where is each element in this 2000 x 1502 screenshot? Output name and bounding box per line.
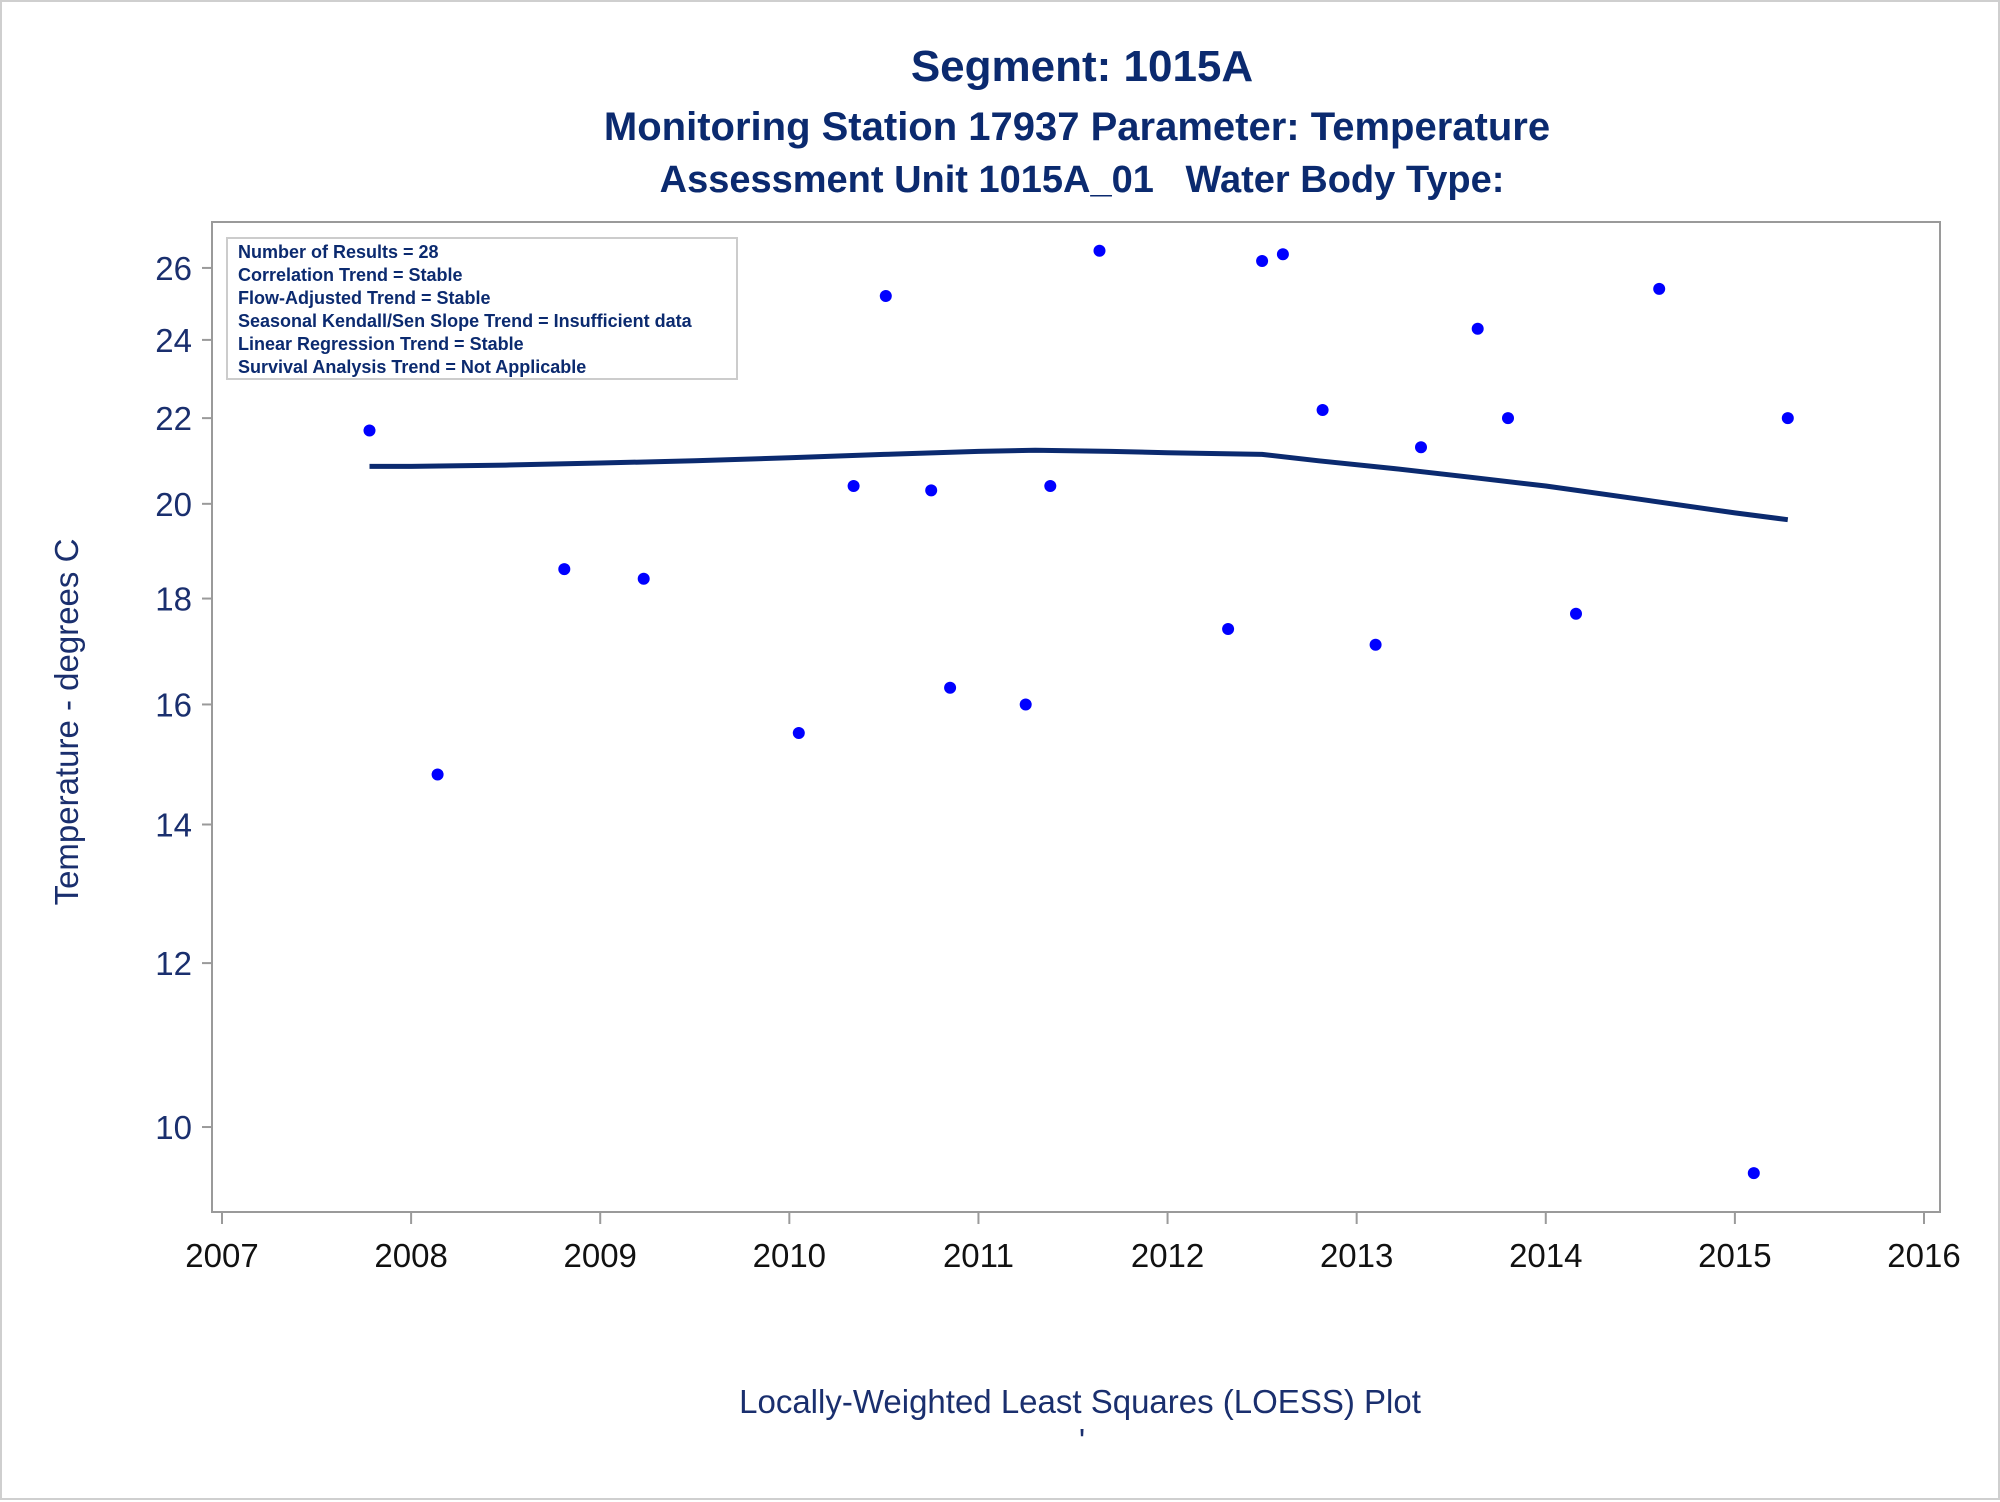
data-point [1256, 255, 1269, 267]
data-point [847, 480, 860, 492]
data-point [1781, 412, 1794, 425]
y-tick-label: 18 [155, 581, 192, 618]
data-point [1093, 244, 1106, 257]
trend-summary-line: Number of Results = 28 [238, 242, 439, 262]
data-point [1471, 322, 1484, 335]
chart-title: Segment: 1015A [911, 42, 1253, 91]
y-tick-label: 22 [155, 400, 192, 437]
data-point [879, 290, 892, 302]
x-tick-label: 2016 [1887, 1237, 1960, 1274]
loess-line [369, 447, 1789, 523]
x-axis: 2007 2008 2009 2010 2011 2012 2013 2014 2015 2016 [185, 1212, 1961, 1274]
data-point [1019, 698, 1032, 711]
loess-layer [369, 447, 1789, 523]
trend-summary-border [226, 237, 738, 380]
trend-summary-line: Flow-Adjusted Trend = Stable [238, 288, 491, 308]
x-tick-label: 2012 [1131, 1237, 1204, 1274]
y-tick-label: 14 [155, 807, 192, 844]
chart-subtitle-2: Assessment Unit 1015A_01 Water Body Type… [660, 159, 1505, 201]
data-point [1044, 480, 1057, 492]
y-tick-label: 12 [155, 945, 192, 982]
data-point [1316, 404, 1329, 416]
data-point [1415, 441, 1427, 454]
x-tick-label: 2013 [1320, 1237, 1393, 1274]
x-tick-label: 2015 [1698, 1237, 1771, 1274]
y-tick-label: 26 [155, 250, 192, 287]
data-point [1276, 248, 1289, 261]
y-axis: 10 12 14 16 18 20 22 24 26 [155, 250, 212, 1146]
data-point [1747, 1167, 1760, 1180]
data-point [637, 572, 650, 585]
data-point [944, 681, 957, 694]
chart-footnote: Locally-Weighted Least Squares (LOESS) P… [739, 1383, 1421, 1420]
x-tick-label: 2008 [374, 1237, 447, 1274]
trend-summary-line: Seasonal Kendall/Sen Slope Trend = Insuf… [238, 311, 693, 331]
trend-summary-line: Survival Analysis Trend = Not Applicable [238, 357, 586, 377]
data-point [1502, 412, 1514, 425]
y-tick-label: 24 [155, 322, 192, 359]
data-point [1570, 607, 1582, 620]
data-point [792, 727, 805, 739]
trend-summary-line: Linear Regression Trend = Stable [238, 334, 524, 354]
y-tick-label: 20 [155, 486, 192, 523]
chart-subtitle: Monitoring Station 17937 Parameter: Temp… [604, 105, 1550, 149]
data-point [1369, 638, 1382, 651]
y-axis-label: Temperature - degrees C [48, 539, 85, 906]
trend-summary-box: Number of Results = 28 Correlation Trend… [226, 237, 738, 380]
data-point [925, 484, 938, 497]
footnote-mark: ' [1079, 1422, 1085, 1459]
x-tick-label: 2014 [1509, 1237, 1582, 1274]
points-layer [363, 244, 1794, 1180]
trend-summary-line: Correlation Trend = Stable [238, 265, 463, 285]
x-tick-label: 2009 [564, 1237, 637, 1274]
y-tick-label: 10 [155, 1109, 192, 1146]
data-point [363, 424, 376, 437]
x-tick-label: 2011 [943, 1237, 1014, 1274]
x-tick-label: 2007 [185, 1237, 258, 1274]
data-point [1222, 623, 1235, 635]
plot-area-frame [211, 221, 1941, 1213]
data-point [431, 768, 444, 781]
data-point [558, 563, 571, 576]
y-tick-label: 16 [155, 686, 192, 723]
x-tick-label: 2010 [753, 1237, 826, 1274]
data-point [1653, 282, 1666, 295]
